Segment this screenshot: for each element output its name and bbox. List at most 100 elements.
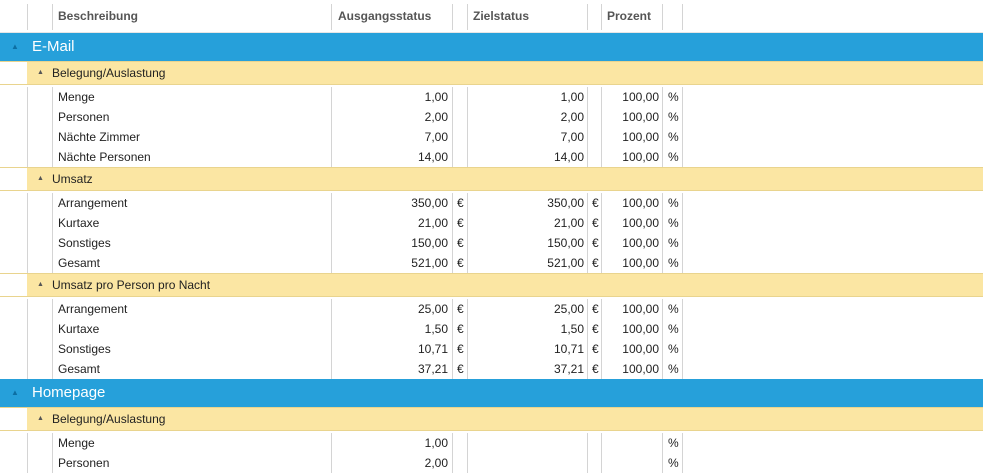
- cell-divider: [682, 433, 683, 473]
- target-status-value: 37,21: [553, 362, 584, 376]
- target-status-unit: €: [592, 216, 599, 230]
- row-label: Arrangement: [58, 302, 128, 316]
- cell-divider: [27, 299, 28, 379]
- start-status-unit: €: [457, 256, 464, 270]
- row-label: Nächte Zimmer: [58, 130, 141, 144]
- subgroup-title: Belegung/Auslastung: [52, 412, 166, 426]
- cell-divider: [467, 299, 468, 379]
- row-label: Menge: [58, 436, 95, 450]
- target-status-unit: €: [592, 362, 599, 376]
- start-status-value: 1,00: [424, 90, 448, 104]
- cell-divider: [467, 87, 468, 167]
- percent-value: 100,00: [622, 196, 659, 210]
- subgroup-header-1[interactable]: ▲ Umsatz: [0, 167, 983, 191]
- collapse-triangle-icon[interactable]: ▲: [37, 415, 44, 422]
- row-label: Kurtaxe: [58, 322, 100, 336]
- table-row: Menge 1,00 1,00 100,00%: [0, 87, 983, 107]
- percent-unit: %: [668, 302, 679, 316]
- group-header-1[interactable]: ▲ Homepage: [0, 379, 983, 407]
- start-status-value: 14,00: [417, 150, 448, 164]
- cell-divider: [662, 299, 663, 379]
- target-status-value: 521,00: [547, 256, 584, 270]
- subgroup-title: Umsatz: [52, 172, 93, 186]
- column-header-description[interactable]: Beschreibung: [58, 9, 139, 23]
- indent-spacer: [0, 408, 27, 430]
- cell-divider: [452, 299, 453, 379]
- collapse-triangle-icon[interactable]: ▲: [37, 69, 44, 76]
- percent-value: 100,00: [622, 150, 659, 164]
- group-header-0[interactable]: ▲ E-Mail: [0, 33, 983, 61]
- percent-unit: %: [668, 342, 679, 356]
- column-divider: [682, 4, 683, 30]
- cell-divider: [601, 193, 602, 273]
- cell-divider: [331, 87, 332, 167]
- percent-unit: %: [668, 150, 679, 164]
- target-status-unit: €: [592, 256, 599, 270]
- target-status-value: 10,71: [553, 342, 584, 356]
- collapse-triangle-icon[interactable]: ▲: [11, 388, 19, 397]
- table-row: Kurtaxe 21,00 €21,00 €100,00%: [0, 213, 983, 233]
- cell-divider: [682, 299, 683, 379]
- row-label: Kurtaxe: [58, 216, 100, 230]
- table-row: Menge 1,00%: [0, 433, 983, 453]
- target-status-unit: €: [592, 236, 599, 250]
- column-divider: [27, 4, 28, 30]
- start-status-unit: €: [457, 236, 464, 250]
- column-header-target-status[interactable]: Zielstatus: [473, 9, 530, 23]
- table-row: Personen 2,00 2,00 100,00%: [0, 107, 983, 127]
- subgroup-title: Umsatz pro Person pro Nacht: [52, 278, 211, 292]
- target-status-value: 1,50: [560, 322, 584, 336]
- table-row: Gesamt 521,00 €521,00 €100,00%: [0, 253, 983, 273]
- cell-divider: [331, 433, 332, 473]
- column-header-start-status[interactable]: Ausgangsstatus: [338, 9, 432, 23]
- collapse-triangle-icon[interactable]: ▲: [37, 175, 44, 182]
- subgroup-header-2[interactable]: ▲ Umsatz pro Person pro Nacht: [0, 273, 983, 297]
- table-row: Sonstiges 150,00 €150,00 €100,00%: [0, 233, 983, 253]
- start-status-unit: €: [457, 342, 464, 356]
- start-status-value: 10,71: [417, 342, 448, 356]
- start-status-unit: €: [457, 322, 464, 336]
- target-status-value: 2,00: [560, 110, 584, 124]
- cell-divider: [27, 87, 28, 167]
- percent-value: 100,00: [622, 110, 659, 124]
- percent-unit: %: [668, 90, 679, 104]
- table-row: Arrangement 350,00 €350,00 €100,00%: [0, 193, 983, 213]
- start-status-value: 21,00: [417, 216, 448, 230]
- cell-divider: [452, 193, 453, 273]
- collapse-triangle-icon[interactable]: ▲: [11, 42, 19, 51]
- row-label: Personen: [58, 110, 110, 124]
- percent-unit: %: [668, 362, 679, 376]
- target-status-value: 350,00: [547, 196, 584, 210]
- collapse-triangle-icon[interactable]: ▲: [37, 281, 44, 288]
- cell-divider: [587, 299, 588, 379]
- subgroup-header-0[interactable]: ▲ Belegung/Auslastung: [0, 407, 983, 431]
- target-status-unit: €: [592, 302, 599, 316]
- start-status-unit: €: [457, 196, 464, 210]
- start-status-value: 1,00: [424, 436, 448, 450]
- column-divider: [52, 4, 53, 30]
- table-row: Nächte Personen 14,00 14,00 100,00%: [0, 147, 983, 167]
- cell-divider: [587, 193, 588, 273]
- column-header-percent[interactable]: Prozent: [607, 9, 652, 23]
- target-status-value: 1,00: [560, 90, 584, 104]
- percent-unit: %: [668, 436, 679, 450]
- column-divider: [601, 4, 602, 30]
- cell-divider: [331, 193, 332, 273]
- target-status-value: 7,00: [560, 130, 584, 144]
- cell-divider: [52, 433, 53, 473]
- start-status-value: 1,50: [424, 322, 448, 336]
- percent-unit: %: [668, 110, 679, 124]
- subgroup-header-0[interactable]: ▲ Belegung/Auslastung: [0, 61, 983, 85]
- start-status-unit: €: [457, 362, 464, 376]
- start-status-unit: €: [457, 302, 464, 316]
- indent-spacer: [0, 274, 27, 296]
- cell-divider: [682, 87, 683, 167]
- percent-unit: %: [668, 216, 679, 230]
- cell-divider: [601, 87, 602, 167]
- percent-unit: %: [668, 256, 679, 270]
- percent-unit: %: [668, 236, 679, 250]
- column-divider: [467, 4, 468, 30]
- cell-divider: [27, 433, 28, 473]
- table-row: Sonstiges 10,71 €10,71 €100,00%: [0, 339, 983, 359]
- row-label: Sonstiges: [58, 342, 111, 356]
